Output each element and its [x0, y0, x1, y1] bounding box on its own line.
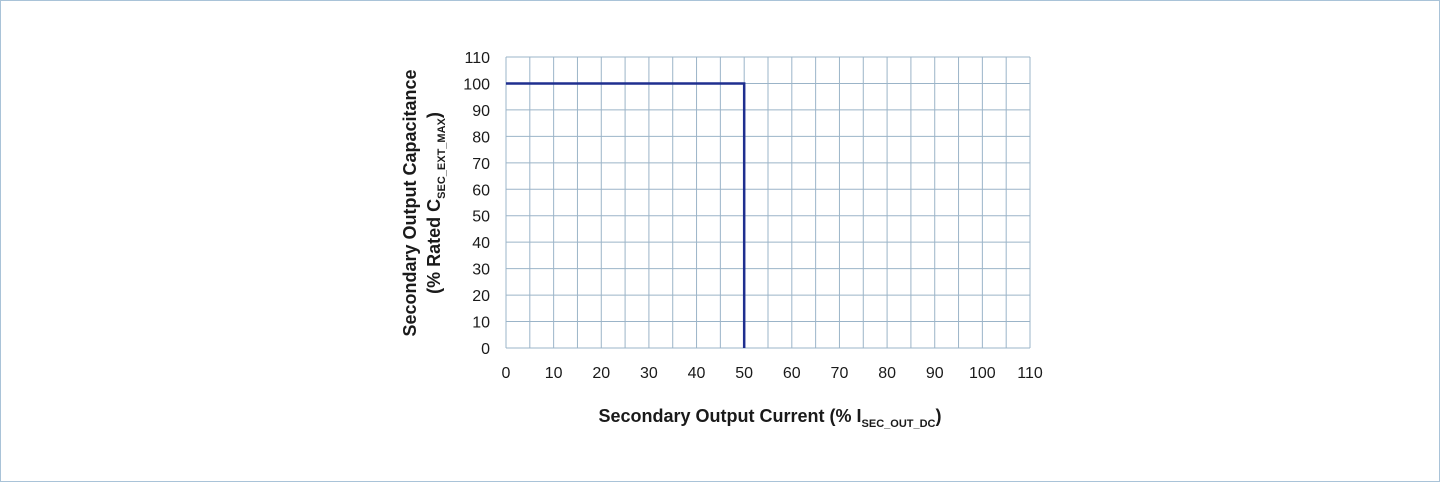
y-tick-label: 20	[472, 288, 490, 305]
x-tick-label: 90	[926, 365, 944, 382]
x-tick-label: 60	[783, 365, 801, 382]
y-tick-labels: 0 10 20 30 40 50 60 70 80 90 100 110	[463, 50, 490, 358]
y-tick-label: 90	[472, 103, 490, 120]
y-tick-label: 40	[472, 235, 490, 252]
y-tick-label: 50	[472, 209, 490, 226]
x-tick-label: 10	[545, 365, 563, 382]
x-tick-label: 50	[735, 365, 753, 382]
x-tick-label: 40	[688, 365, 706, 382]
y-tick-label: 80	[472, 129, 490, 146]
x-tick-labels: 0 10 20 30 40 50 60 70 80 90 100 110	[502, 365, 1043, 382]
x-tick-label: 0	[502, 365, 511, 382]
x-axis-title: Secondary Output Current (% ISEC_OUT_DC)	[599, 406, 942, 430]
grid	[505, 56, 1031, 349]
y-tick-label: 60	[472, 182, 490, 199]
x-tick-label: 100	[969, 365, 996, 382]
y-axis-title-line2: (% Rated CSEC_EXT_MAX)	[424, 112, 448, 294]
x-tick-label: 110	[1017, 365, 1043, 382]
y-tick-label: 30	[472, 262, 490, 279]
x-tick-label: 80	[878, 365, 896, 382]
y-tick-label: 10	[472, 315, 490, 332]
series-line	[506, 82, 746, 348]
series-layer	[506, 82, 746, 348]
x-tick-label: 20	[592, 365, 610, 382]
y-tick-label: 70	[472, 156, 490, 173]
x-tick-label: 70	[831, 365, 849, 382]
x-tick-label: 30	[640, 365, 658, 382]
y-tick-label: 110	[464, 50, 490, 67]
y-axis-title-line1: Secondary Output Capacitance	[400, 69, 420, 336]
y-tick-label: 100	[463, 76, 490, 93]
y-tick-label: 0	[481, 341, 490, 358]
